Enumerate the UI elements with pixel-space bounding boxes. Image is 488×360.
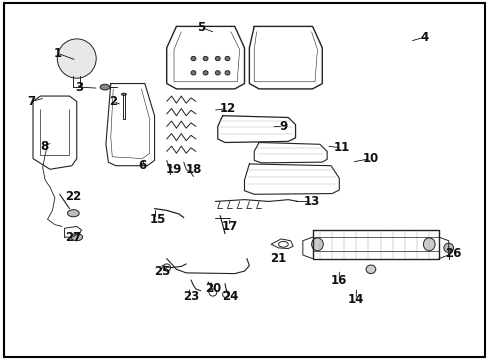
Ellipse shape — [443, 243, 453, 252]
Ellipse shape — [191, 71, 196, 75]
Text: 25: 25 — [153, 265, 170, 278]
Ellipse shape — [67, 210, 79, 217]
Ellipse shape — [423, 238, 434, 251]
Ellipse shape — [71, 234, 82, 241]
Ellipse shape — [215, 57, 220, 61]
Text: 15: 15 — [149, 213, 166, 226]
Text: 4: 4 — [419, 31, 427, 44]
Text: 2: 2 — [109, 95, 117, 108]
Ellipse shape — [57, 39, 96, 78]
Text: 1: 1 — [53, 47, 61, 60]
Text: 22: 22 — [65, 190, 81, 203]
Text: 13: 13 — [303, 195, 319, 208]
Ellipse shape — [215, 71, 220, 75]
Text: 21: 21 — [270, 252, 286, 265]
Text: 23: 23 — [183, 289, 199, 303]
Ellipse shape — [366, 265, 375, 274]
Ellipse shape — [224, 57, 229, 61]
Ellipse shape — [224, 71, 229, 75]
Text: 19: 19 — [165, 163, 182, 176]
Ellipse shape — [311, 238, 323, 251]
Text: 20: 20 — [204, 283, 221, 296]
Text: 6: 6 — [138, 159, 146, 172]
Ellipse shape — [203, 57, 207, 61]
Text: 14: 14 — [347, 293, 364, 306]
Text: 16: 16 — [330, 274, 347, 287]
Text: 5: 5 — [196, 21, 204, 33]
Ellipse shape — [191, 57, 196, 61]
Text: 10: 10 — [362, 152, 378, 165]
Ellipse shape — [121, 93, 126, 95]
Text: 8: 8 — [40, 140, 48, 153]
Text: 7: 7 — [27, 95, 36, 108]
Text: 18: 18 — [185, 163, 201, 176]
Ellipse shape — [203, 71, 207, 75]
Text: 11: 11 — [333, 141, 349, 154]
Text: 17: 17 — [222, 220, 238, 233]
Text: 9: 9 — [279, 120, 287, 133]
Text: 12: 12 — [219, 102, 235, 115]
Text: 27: 27 — [65, 231, 81, 244]
Text: 3: 3 — [75, 81, 83, 94]
Ellipse shape — [100, 84, 110, 90]
Text: 24: 24 — [221, 289, 238, 303]
Text: 26: 26 — [445, 247, 461, 260]
